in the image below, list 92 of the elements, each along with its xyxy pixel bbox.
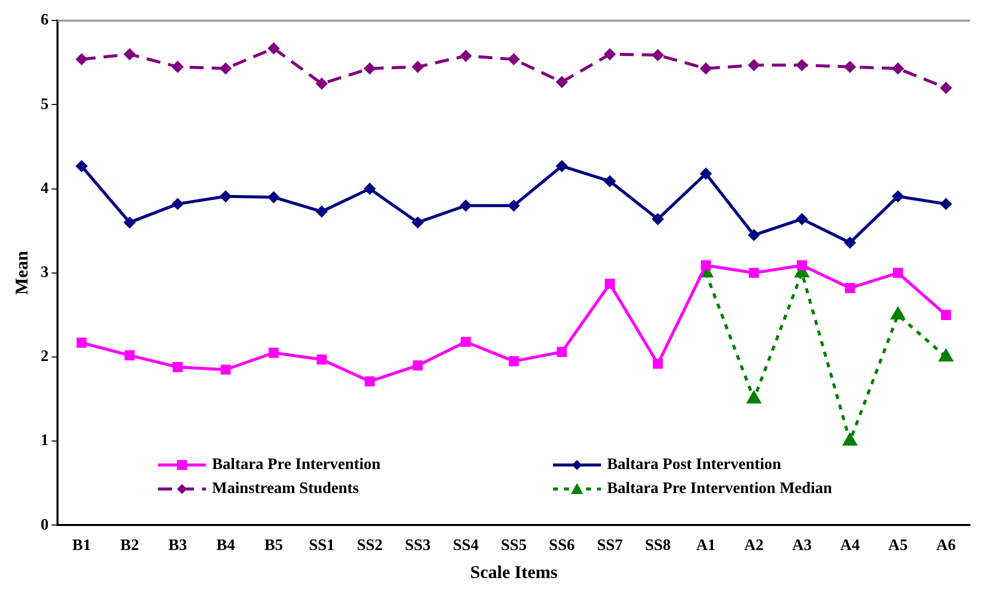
legend-label: Mainstream Students bbox=[212, 480, 359, 498]
point bbox=[76, 54, 88, 65]
point bbox=[316, 78, 328, 90]
point bbox=[700, 168, 712, 180]
x-tick-label: A5 bbox=[888, 536, 908, 554]
point bbox=[844, 61, 856, 72]
point bbox=[939, 350, 953, 362]
point bbox=[652, 358, 663, 369]
point bbox=[940, 82, 952, 94]
point bbox=[604, 278, 615, 289]
point bbox=[220, 364, 231, 375]
x-tick-label: SS2 bbox=[356, 536, 383, 554]
point bbox=[268, 192, 280, 203]
point bbox=[124, 216, 136, 228]
point bbox=[508, 356, 519, 366]
point bbox=[412, 216, 424, 228]
point bbox=[364, 63, 376, 74]
point bbox=[460, 50, 472, 62]
point bbox=[268, 348, 279, 358]
x-tick-label: SS6 bbox=[548, 536, 575, 554]
point bbox=[76, 160, 88, 172]
x-tick-label: SS8 bbox=[644, 536, 671, 554]
y-tick-label: 4 bbox=[40, 180, 49, 197]
point bbox=[940, 198, 952, 210]
point bbox=[124, 48, 136, 60]
x-tick-label: A3 bbox=[792, 536, 812, 554]
point bbox=[220, 63, 232, 74]
point bbox=[604, 176, 616, 187]
point bbox=[796, 260, 807, 270]
point bbox=[700, 63, 712, 74]
x-tick-label: B2 bbox=[120, 536, 139, 554]
x-tick-label: A2 bbox=[744, 536, 764, 554]
point bbox=[508, 54, 520, 65]
legend-label: Baltara Post Intervention bbox=[607, 456, 782, 474]
point bbox=[556, 346, 567, 357]
y-tick-label: 0 bbox=[40, 516, 49, 534]
x-tick-label: SS7 bbox=[596, 536, 623, 554]
y-tick-label: 3 bbox=[40, 264, 49, 282]
point bbox=[316, 206, 328, 218]
point bbox=[748, 230, 760, 241]
point bbox=[652, 50, 664, 61]
x-tick-label: SS1 bbox=[308, 536, 335, 554]
y-tick-label: 5 bbox=[40, 96, 49, 113]
point bbox=[556, 160, 568, 172]
point bbox=[76, 338, 87, 348]
point bbox=[268, 42, 280, 54]
y-tick-label: 1 bbox=[40, 432, 49, 450]
point bbox=[652, 214, 664, 225]
point bbox=[747, 392, 761, 404]
point bbox=[748, 60, 760, 71]
point bbox=[316, 354, 327, 365]
x-tick-label: B4 bbox=[216, 536, 236, 554]
x-tick-label: B1 bbox=[72, 536, 91, 554]
point bbox=[364, 183, 376, 194]
point bbox=[700, 260, 711, 270]
y-axis-title: Mean bbox=[11, 250, 32, 295]
point bbox=[843, 434, 857, 446]
legend-label: Baltara Pre Intervention Median bbox=[607, 480, 832, 498]
point bbox=[604, 48, 616, 60]
x-tick-label: SS4 bbox=[452, 536, 479, 554]
point bbox=[172, 198, 184, 210]
legend-label: Baltara Pre Intervention bbox=[212, 456, 381, 474]
point bbox=[172, 362, 183, 372]
point bbox=[460, 336, 471, 347]
x-tick-label: A1 bbox=[696, 536, 716, 554]
point bbox=[892, 63, 904, 74]
point bbox=[124, 350, 135, 360]
y-tick-label: 6 bbox=[40, 12, 49, 29]
point bbox=[796, 60, 808, 71]
point bbox=[460, 200, 472, 212]
x-axis-title: Scale Items bbox=[470, 562, 558, 582]
point bbox=[364, 376, 375, 386]
point bbox=[844, 283, 855, 294]
point bbox=[892, 190, 904, 202]
x-tick-label: A6 bbox=[936, 536, 956, 554]
point bbox=[892, 268, 904, 278]
y-tick-label: 2 bbox=[40, 348, 49, 366]
x-tick-label: B3 bbox=[168, 536, 187, 554]
point bbox=[412, 360, 423, 370]
point bbox=[844, 237, 856, 248]
x-tick-label: SS5 bbox=[500, 536, 527, 554]
point bbox=[412, 61, 424, 72]
point bbox=[796, 214, 808, 225]
point bbox=[556, 76, 568, 88]
x-tick-label: A4 bbox=[840, 536, 860, 554]
point bbox=[172, 61, 184, 72]
point bbox=[508, 200, 520, 212]
point bbox=[940, 310, 952, 320]
x-tick-label: B5 bbox=[264, 536, 284, 554]
x-tick-label: SS3 bbox=[404, 536, 431, 554]
point bbox=[748, 268, 759, 278]
point bbox=[220, 190, 232, 202]
